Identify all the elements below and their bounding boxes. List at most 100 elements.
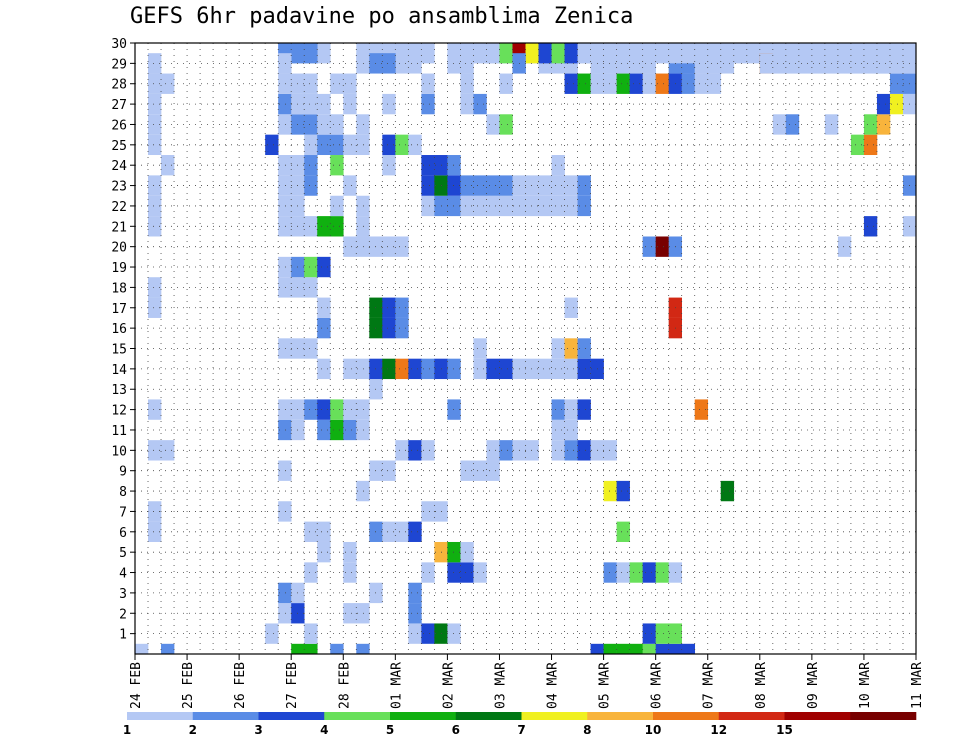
heatmap-cell — [655, 562, 669, 583]
x-tick-label: 08 MAR — [754, 662, 769, 709]
heatmap-cell — [590, 43, 604, 64]
legend-label: 3 — [254, 723, 262, 737]
heatmap-cell — [421, 440, 435, 461]
heatmap-cell — [382, 317, 396, 339]
heatmap-cell — [343, 358, 357, 380]
heatmap-cell — [889, 73, 904, 94]
heatmap-cell — [603, 643, 617, 654]
heatmap-cell — [720, 43, 735, 64]
heatmap-cell — [473, 93, 487, 115]
heatmap-cell — [863, 134, 878, 156]
heatmap-cell — [421, 623, 435, 644]
heatmap-cell — [577, 399, 591, 420]
heatmap-cell — [304, 175, 318, 196]
heatmap-cell — [616, 43, 630, 64]
heatmap-cell — [499, 43, 513, 64]
heatmap-cell — [304, 43, 318, 64]
heatmap-cell — [148, 175, 162, 196]
y-tick-label: 20 — [111, 241, 127, 256]
heatmap-cell — [278, 460, 292, 481]
heatmap-cell — [395, 358, 409, 380]
heatmap-cell — [473, 175, 487, 196]
heatmap-cell — [343, 134, 357, 156]
heatmap-cell — [278, 399, 292, 420]
heatmap-cell — [629, 43, 643, 64]
heatmap-cell — [447, 43, 461, 64]
heatmap-cell — [460, 43, 474, 64]
heatmap-cell — [343, 399, 357, 420]
heatmap-cell — [304, 73, 318, 94]
heatmap-cell — [616, 562, 630, 583]
heatmap-cell — [421, 562, 435, 583]
heatmap-cell — [304, 256, 318, 278]
heatmap-cell — [317, 134, 331, 156]
y-tick-label: 8 — [119, 485, 127, 500]
heatmap-cell — [382, 134, 396, 156]
heatmap-cell — [460, 175, 474, 196]
y-tick-label: 24 — [111, 159, 127, 174]
heatmap-cell — [668, 43, 682, 64]
heatmap-cell — [408, 521, 422, 542]
heatmap-cell — [850, 53, 865, 74]
heatmap-cell — [317, 93, 331, 115]
y-tick-label: 12 — [111, 404, 127, 419]
heatmap-cell — [408, 603, 422, 624]
heatmap-cell — [343, 73, 357, 94]
heatmap-cell — [356, 603, 370, 624]
heatmap-cell — [278, 73, 292, 94]
heatmap-cell — [577, 358, 591, 380]
heatmap-cell — [889, 93, 904, 115]
heatmap-cell — [486, 195, 500, 217]
heatmap-cell — [876, 93, 891, 115]
heatmap-cell — [460, 460, 474, 481]
heatmap-cell — [850, 134, 865, 156]
heatmap-cell — [265, 134, 279, 156]
heatmap-cell — [395, 297, 409, 318]
legend-label: 15 — [776, 723, 793, 737]
y-tick-label: 2 — [119, 607, 127, 622]
heatmap-cell — [447, 541, 461, 563]
heatmap-cell — [408, 440, 422, 461]
heatmap-cell — [564, 358, 578, 380]
heatmap-cell — [356, 643, 370, 654]
heatmap-cell — [564, 338, 578, 359]
heatmap-cell — [356, 480, 370, 502]
heatmap-cell — [304, 134, 318, 156]
y-tick-label: 7 — [119, 505, 127, 520]
heatmap-cell — [603, 480, 617, 502]
heatmap-cell — [499, 73, 513, 94]
heatmap-cell — [304, 521, 318, 542]
heatmap-cell — [382, 155, 396, 176]
heatmap-cell — [148, 93, 162, 115]
y-tick-label: 18 — [111, 281, 127, 296]
heatmap-cell — [551, 43, 565, 64]
heatmap-cell — [330, 419, 344, 441]
heatmap-cell — [460, 195, 474, 217]
heatmap-cell — [642, 562, 656, 583]
heatmap-cell — [278, 338, 292, 359]
heatmap-cell — [707, 43, 722, 64]
heatmap-cell — [460, 562, 474, 583]
y-tick-label: 26 — [111, 118, 127, 133]
y-tick-label: 23 — [111, 180, 127, 195]
heatmap-cell — [538, 175, 552, 196]
legend-swatch — [258, 712, 325, 720]
heatmap-cell — [889, 53, 904, 74]
heatmap-cell — [148, 53, 162, 74]
heatmap-cell — [772, 114, 787, 135]
heatmap-cell — [551, 440, 565, 461]
heatmap-cell — [148, 501, 162, 522]
heatmap-cell — [356, 216, 370, 237]
heatmap-cell — [681, 73, 696, 94]
heatmap-cell — [330, 114, 344, 135]
grid-lines — [135, 43, 916, 654]
legend-label: 1 — [123, 723, 131, 737]
heatmap-cell — [421, 43, 435, 64]
heatmap-cell — [356, 43, 370, 64]
heatmap-cell — [330, 155, 344, 176]
heatmap-cell — [395, 440, 409, 461]
heatmap-cell — [616, 73, 630, 94]
heatmap-cell — [304, 562, 318, 583]
heatmap-cell — [278, 256, 292, 278]
heatmap-cell — [343, 419, 357, 441]
